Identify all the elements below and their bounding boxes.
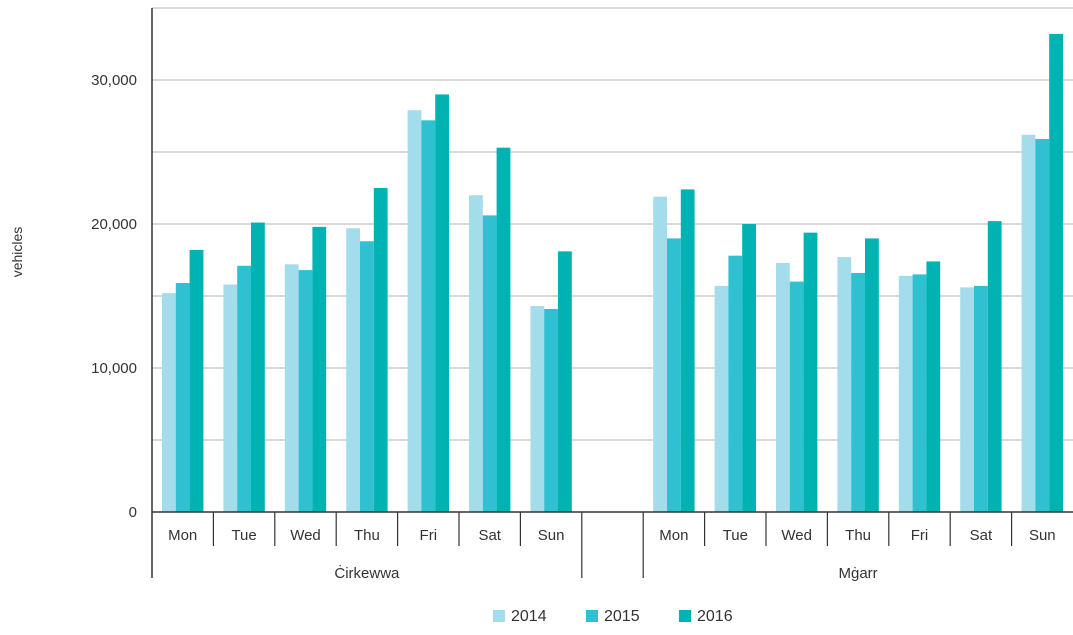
bar-ċirkewwa-fri-2015 [421, 120, 436, 512]
x-tick-label: Sun [1029, 527, 1056, 544]
bar-ċirkewwa-fri-2016 [435, 94, 449, 513]
x-tick-label: Fri [420, 527, 438, 544]
bar-mġarr-thu-2016 [865, 238, 879, 512]
bar-mġarr-fri-2016 [926, 261, 941, 512]
bar-ċirkewwa-wed-2016 [312, 226, 327, 512]
group-label: Ċirkewwa [334, 564, 400, 582]
bar-mġarr-sat-2015 [974, 285, 988, 512]
bar-mġarr-wed-2016 [803, 232, 818, 512]
y-axis-title: vehicles [9, 227, 25, 278]
bar-mġarr-sat-2014 [960, 287, 974, 512]
bar-ċirkewwa-tue-2016 [251, 222, 265, 512]
x-tick-label: Mon [659, 527, 688, 544]
x-tick-label: Mon [168, 527, 197, 544]
bar-mġarr-sun-2014 [1021, 134, 1036, 512]
bar-ċirkewwa-mon-2014 [162, 293, 176, 512]
x-tick-label: Wed [290, 527, 321, 544]
bar-ċirkewwa-sat-2016 [496, 147, 511, 512]
y-tick-label: 10,000 [91, 360, 137, 377]
legend-swatch [493, 610, 505, 622]
bar-ċirkewwa-sun-2016 [558, 251, 572, 513]
bar-mġarr-sat-2016 [987, 221, 1002, 512]
bar-ċirkewwa-tue-2015 [237, 265, 251, 512]
y-tick-label: 0 [129, 504, 137, 521]
bar-mġarr-mon-2014 [653, 196, 667, 512]
legend-label: 2016 [697, 608, 733, 625]
y-tick-label: 20,000 [91, 216, 137, 233]
x-tick-label: Tue [723, 527, 748, 544]
x-tick-label: Wed [781, 527, 812, 544]
legend-label: 2014 [511, 608, 547, 625]
bar-mġarr-wed-2014 [776, 262, 790, 512]
x-tick-label: Thu [845, 527, 871, 544]
x-tick-label: Thu [354, 527, 380, 544]
x-tick-label: Sat [970, 527, 993, 544]
x-tick-label: Tue [231, 527, 256, 544]
x-tick-label: Fri [911, 527, 929, 544]
bar-ċirkewwa-wed-2014 [284, 264, 299, 512]
bar-ċirkewwa-sun-2015 [544, 308, 558, 512]
bar-mġarr-tue-2016 [742, 224, 756, 512]
bar-ċirkewwa-sat-2015 [482, 215, 497, 513]
bar-mġarr-thu-2015 [851, 272, 865, 512]
bar-mġarr-sun-2015 [1035, 139, 1050, 513]
bar-ċirkewwa-sun-2014 [530, 306, 545, 512]
x-tick-label: Sat [478, 527, 501, 544]
group-label: Mġarr [839, 565, 878, 582]
legend: 2014 2015 2016 [493, 608, 733, 625]
bar-mġarr-sun-2016 [1049, 33, 1063, 513]
x-tick-label: Sun [538, 527, 565, 544]
bar-mġarr-mon-2015 [667, 238, 681, 512]
bar-mġarr-wed-2015 [789, 281, 804, 512]
legend-label: 2015 [604, 608, 640, 625]
legend-swatch [679, 610, 691, 622]
bar-mġarr-mon-2016 [680, 189, 695, 512]
bar-mġarr-tue-2014 [714, 285, 729, 512]
bar-ċirkewwa-sat-2014 [469, 195, 483, 512]
axes [151, 8, 1073, 578]
bar-ċirkewwa-tue-2014 [223, 284, 238, 512]
bars [162, 33, 1063, 513]
bar-ċirkewwa-thu-2014 [346, 228, 360, 512]
x-axis-labels: Mon Tue Wed Thu Fri Sat Sun Ċirkewwa Mon Tue Wed Th… [168, 527, 1056, 582]
bar-mġarr-thu-2014 [837, 257, 852, 512]
bar-ċirkewwa-thu-2016 [373, 188, 388, 512]
bar-mġarr-tue-2015 [728, 255, 743, 512]
bar-mġarr-fri-2015 [912, 274, 927, 512]
bar-ċirkewwa-fri-2014 [407, 110, 422, 513]
bar-ċirkewwa-mon-2016 [189, 249, 204, 513]
bar-ċirkewwa-thu-2015 [360, 241, 374, 512]
bar-ċirkewwa-wed-2015 [298, 270, 313, 512]
legend-swatch [586, 610, 598, 622]
y-axis-labels: 0 10,000 20,000 30,000 [91, 72, 137, 521]
bar-mġarr-fri-2014 [898, 275, 913, 512]
y-tick-label: 30,000 [91, 72, 137, 89]
bar-ċirkewwa-mon-2015 [175, 283, 190, 512]
